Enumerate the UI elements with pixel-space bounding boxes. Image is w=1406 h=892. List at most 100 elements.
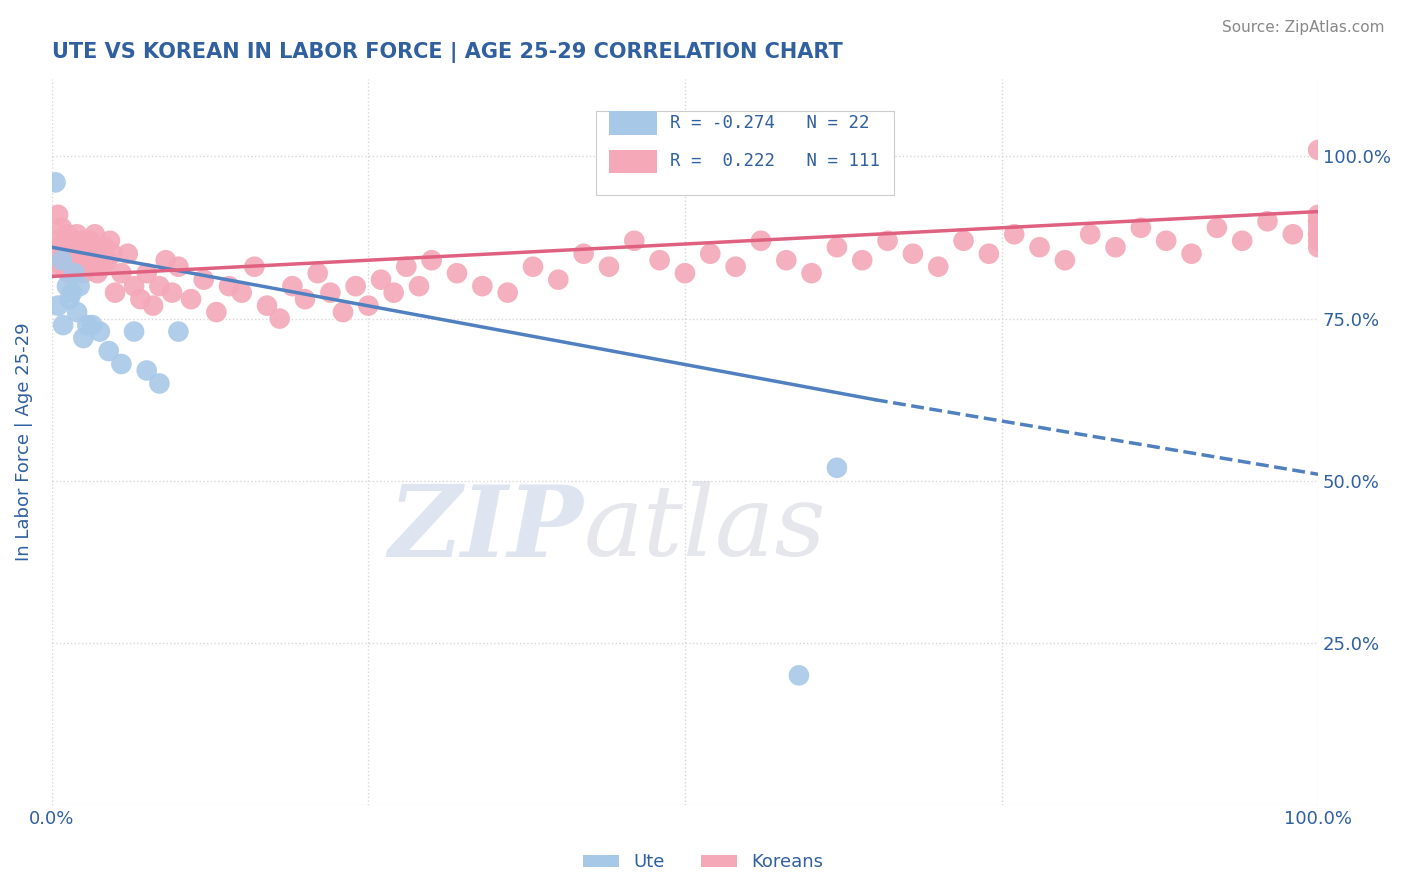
- Text: ZIP: ZIP: [388, 481, 583, 577]
- Text: R = -0.274   N = 22: R = -0.274 N = 22: [669, 114, 869, 132]
- Point: [96, 253, 118, 268]
- Point: [382, 285, 405, 300]
- Point: [45, 234, 67, 248]
- Point: [53, 234, 76, 248]
- Point: [110, 266, 132, 280]
- Point: [332, 305, 354, 319]
- Point: [48, 253, 70, 268]
- Point: [122, 325, 145, 339]
- Text: Source: ZipAtlas.com: Source: ZipAtlas.com: [1222, 20, 1385, 35]
- Point: [89, 246, 111, 260]
- Point: [1308, 234, 1330, 248]
- Point: [281, 279, 304, 293]
- Point: [97, 344, 120, 359]
- FancyBboxPatch shape: [596, 112, 894, 194]
- Point: [73, 246, 96, 260]
- Point: [79, 234, 101, 248]
- Point: [319, 285, 342, 300]
- Point: [160, 285, 183, 300]
- Point: [256, 299, 278, 313]
- Point: [148, 376, 170, 391]
- Point: [800, 266, 823, 280]
- Point: [135, 266, 157, 280]
- Point: [63, 234, 86, 248]
- Point: [648, 253, 671, 268]
- Point: [101, 246, 124, 260]
- Legend: Ute, Koreans: Ute, Koreans: [575, 847, 831, 879]
- Point: [775, 253, 797, 268]
- Point: [1308, 227, 1330, 242]
- Point: [135, 363, 157, 377]
- Point: [1230, 234, 1253, 248]
- Point: [70, 253, 93, 268]
- Point: [46, 299, 69, 313]
- Point: [1053, 253, 1076, 268]
- Point: [69, 279, 91, 293]
- Point: [825, 460, 848, 475]
- Point: [1180, 246, 1202, 260]
- Point: [927, 260, 949, 274]
- Point: [977, 246, 1000, 260]
- Point: [1028, 240, 1050, 254]
- FancyBboxPatch shape: [609, 150, 657, 173]
- Point: [167, 260, 190, 274]
- Point: [522, 260, 544, 274]
- Point: [673, 266, 696, 280]
- Point: [167, 325, 190, 339]
- Point: [1104, 240, 1126, 254]
- Point: [77, 253, 100, 268]
- Point: [1308, 143, 1330, 157]
- Point: [117, 246, 139, 260]
- Point: [307, 266, 329, 280]
- Point: [52, 260, 75, 274]
- Point: [1308, 227, 1330, 242]
- Point: [547, 273, 569, 287]
- Point: [408, 279, 430, 293]
- Point: [82, 318, 104, 332]
- Point: [231, 285, 253, 300]
- Point: [56, 279, 79, 293]
- Point: [243, 260, 266, 274]
- Point: [155, 253, 177, 268]
- Point: [58, 292, 80, 306]
- Point: [69, 240, 91, 254]
- Point: [901, 246, 924, 260]
- Point: [205, 305, 228, 319]
- Point: [1308, 240, 1330, 254]
- Text: UTE VS KOREAN IN LABOR FORCE | AGE 25-29 CORRELATION CHART: UTE VS KOREAN IN LABOR FORCE | AGE 25-29…: [52, 42, 842, 62]
- Point: [82, 246, 104, 260]
- Point: [94, 240, 117, 254]
- Point: [76, 240, 98, 254]
- Point: [1308, 220, 1330, 235]
- Point: [294, 292, 316, 306]
- Point: [395, 260, 418, 274]
- Point: [75, 260, 97, 274]
- Point: [58, 266, 80, 280]
- Point: [699, 246, 721, 260]
- Point: [58, 246, 80, 260]
- Point: [598, 260, 620, 274]
- Point: [623, 234, 645, 248]
- Point: [344, 279, 367, 293]
- Point: [60, 285, 83, 300]
- Point: [787, 668, 810, 682]
- Point: [851, 253, 873, 268]
- Point: [496, 285, 519, 300]
- Point: [446, 266, 468, 280]
- Point: [86, 266, 108, 280]
- Point: [62, 253, 84, 268]
- Point: [72, 331, 94, 345]
- Point: [180, 292, 202, 306]
- Point: [67, 260, 90, 274]
- Point: [724, 260, 747, 274]
- Point: [1308, 214, 1330, 228]
- Point: [55, 253, 77, 268]
- Point: [91, 260, 114, 274]
- Point: [142, 299, 165, 313]
- Point: [357, 299, 380, 313]
- Point: [46, 208, 69, 222]
- Point: [1308, 214, 1330, 228]
- Point: [45, 260, 67, 274]
- Point: [98, 234, 121, 248]
- Point: [56, 227, 79, 242]
